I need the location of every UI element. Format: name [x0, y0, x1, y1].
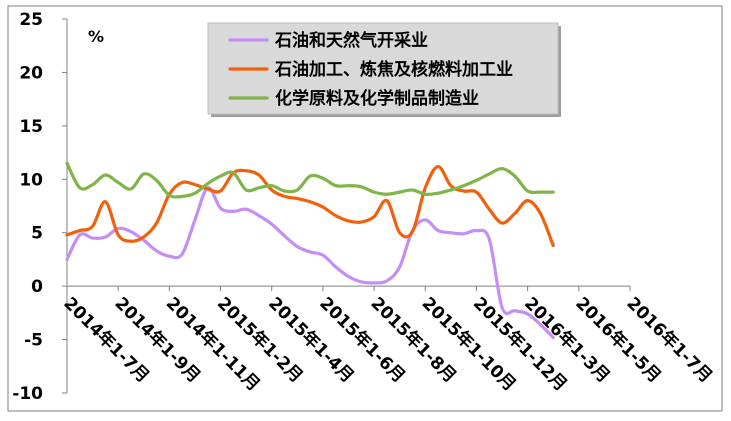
series-line-1 — [65, 186, 555, 340]
y-axis: -10 -5 0 5 10 15 20 25 — [12, 10, 68, 404]
series-line-2 — [65, 164, 555, 248]
legend-label-2: 石油加工、炼焦及核燃料加工业 — [274, 59, 513, 80]
y-tick-label: -5 — [24, 331, 43, 351]
legend-label-1: 石油和天然气开采业 — [274, 30, 428, 51]
y-tick-label: 15 — [19, 117, 43, 137]
series-layer — [65, 161, 555, 340]
y-tick-label: -10 — [12, 384, 43, 404]
y-tick-label: 10 — [19, 170, 43, 190]
y-tick-label: 25 — [19, 10, 43, 30]
y-tick-label: 20 — [19, 63, 43, 83]
y-tick-label: 5 — [31, 224, 43, 244]
series-line-3 — [65, 161, 555, 199]
unit-label: % — [88, 27, 104, 46]
legend-label-3: 化学原料及化学制品制造业 — [275, 88, 479, 109]
y-tick-label: 0 — [31, 277, 43, 297]
